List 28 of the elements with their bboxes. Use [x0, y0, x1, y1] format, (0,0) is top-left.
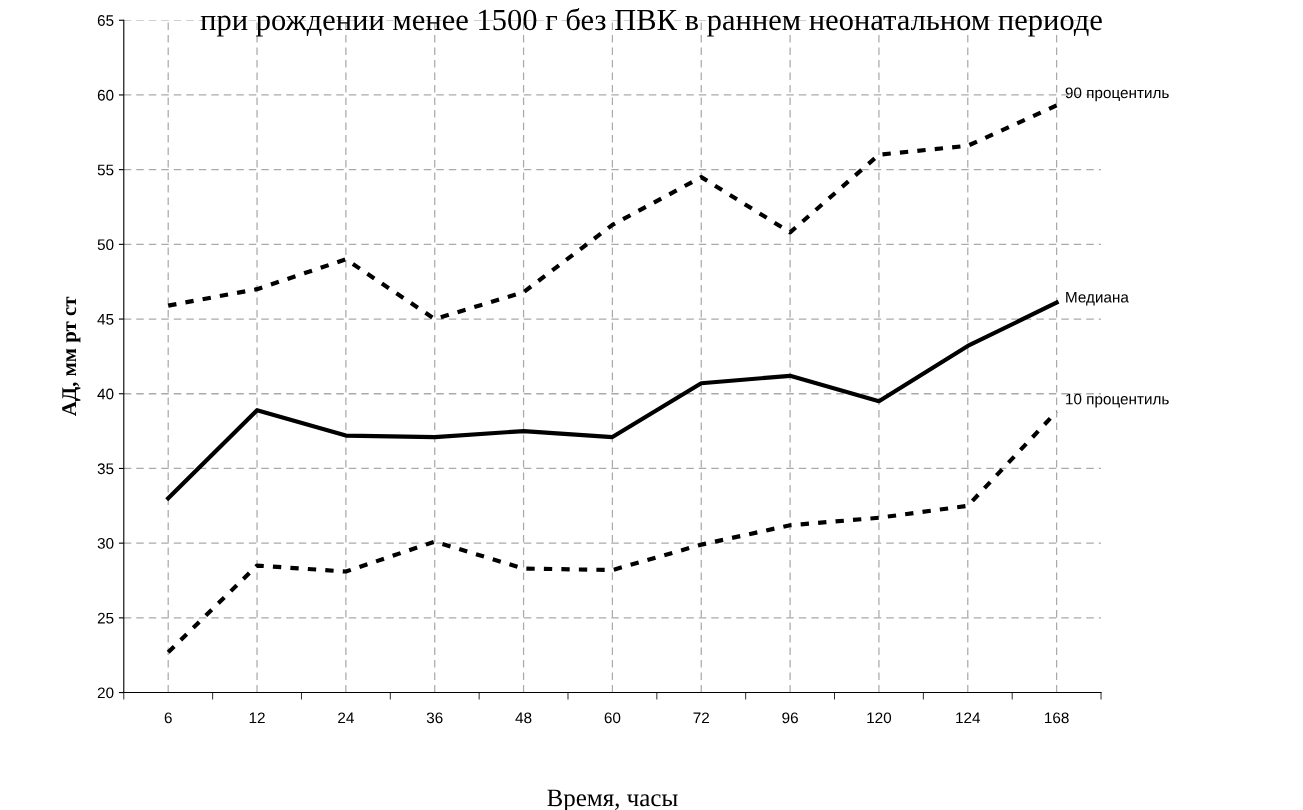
x-tick-label: 72	[693, 712, 709, 724]
x-tick-label: 96	[782, 712, 798, 724]
y-axis-title: АД, мм рт ст	[62, 296, 81, 416]
y-tick-label: 30	[97, 538, 114, 549]
y-tick-label: 50	[97, 239, 114, 251]
x-tick-label: 124	[956, 712, 981, 724]
x-tick-label: 60	[604, 712, 621, 724]
x-tick-label: 168	[1045, 712, 1069, 724]
x-tick-label: 36	[426, 712, 443, 724]
line-series	[166, 103, 1059, 322]
series-label: Медиана	[1066, 291, 1129, 306]
chart-title: при рождении менее 1500 г без ПВК в раннем неонатальном периоде	[200, 8, 1102, 37]
series-label: 90 процентиль	[1065, 87, 1169, 102]
x-tick-label: 24	[338, 712, 354, 724]
y-tick-label: 65	[97, 15, 114, 26]
line-series	[166, 300, 1059, 501]
y-tick-label: 45	[97, 314, 114, 325]
x-tick-label: 48	[515, 712, 532, 724]
x-tick-label: 6	[164, 712, 172, 724]
y-tick-label: 55	[97, 164, 114, 176]
series-label: 10 процентиль	[1066, 393, 1169, 408]
y-tick-label: 35	[97, 463, 114, 475]
y-tick-label: 25	[97, 612, 114, 624]
y-tick-label: 20	[97, 687, 114, 699]
x-tick-label: 120	[867, 712, 892, 724]
x-tick-label: 12	[249, 712, 265, 724]
y-tick-label: 60	[97, 89, 114, 101]
y-tick-label: 40	[97, 388, 114, 400]
